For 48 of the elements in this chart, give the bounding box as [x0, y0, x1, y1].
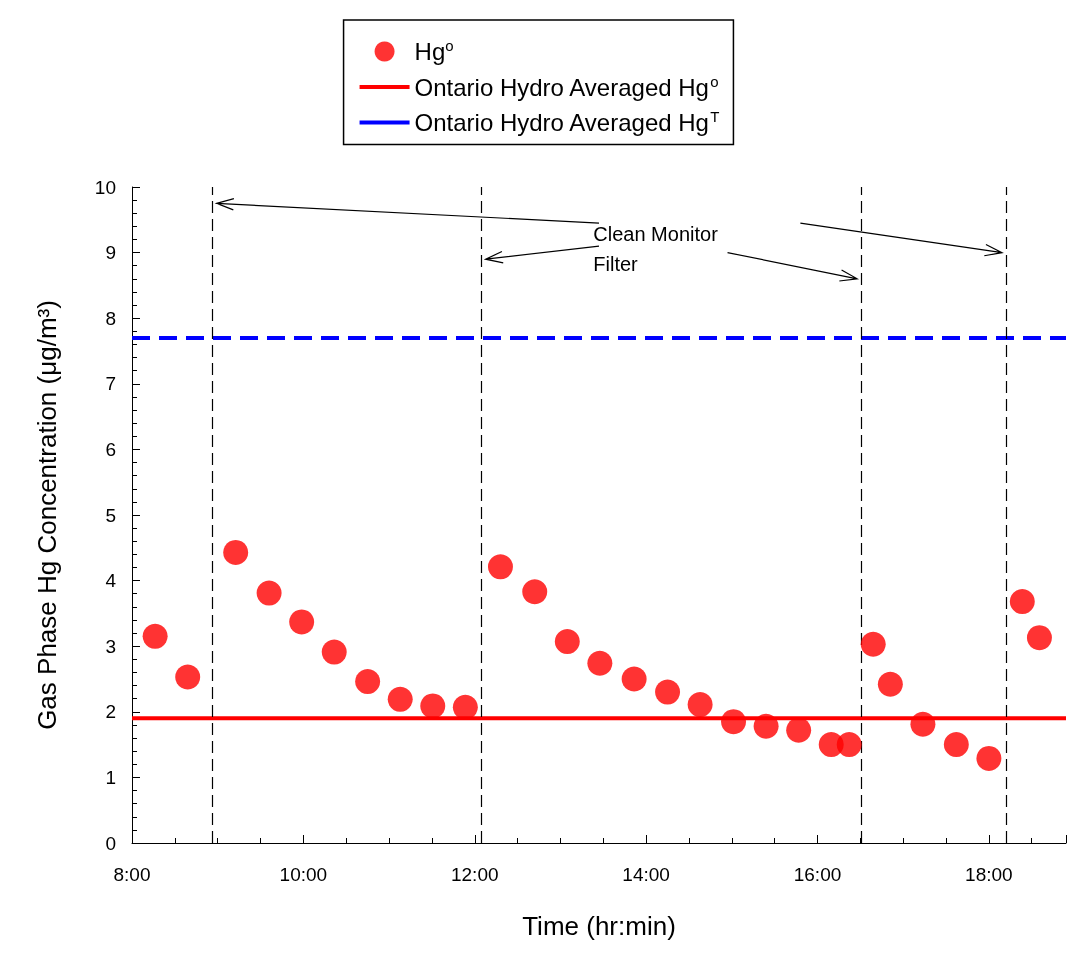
- point: [355, 669, 381, 695]
- y-tick-label: 3: [105, 635, 116, 657]
- point: [721, 709, 747, 735]
- point: [621, 666, 647, 692]
- y-tick-label: 0: [105, 832, 116, 854]
- point: [836, 732, 862, 758]
- point: [175, 664, 201, 690]
- point: [587, 650, 613, 676]
- point: [786, 717, 812, 743]
- y-tick-label: 1: [105, 766, 116, 788]
- point: [687, 692, 713, 718]
- point: [554, 629, 580, 655]
- annotation: Clean Monitor Filter: [593, 222, 719, 275]
- point: [753, 713, 779, 739]
- point: [387, 686, 413, 712]
- point: [910, 711, 936, 737]
- point: [877, 671, 903, 697]
- x-tick-label: 12:00: [450, 864, 499, 885]
- y-tick-label: 5: [105, 504, 116, 526]
- point: [1009, 589, 1035, 615]
- y-tick-label: 4: [105, 570, 117, 592]
- x-tick-label: 10:00: [279, 864, 328, 885]
- y-tick-label: 7: [105, 373, 116, 395]
- point: [655, 679, 681, 705]
- point: [223, 539, 249, 565]
- x-tick-label: 16:00: [793, 864, 842, 885]
- x-tick-label: 8:00: [113, 864, 151, 885]
- point: [452, 694, 478, 720]
- point: [976, 745, 1002, 771]
- point: [860, 631, 886, 657]
- point: [289, 609, 315, 635]
- y-tick-label: 2: [105, 701, 116, 723]
- point: [256, 580, 282, 606]
- y-tick-label: 8: [105, 307, 116, 329]
- point: [142, 623, 168, 649]
- y-tick-label: 9: [105, 242, 116, 264]
- x-tick-label: 14:00: [622, 864, 670, 885]
- x-tick-label: 18:00: [965, 864, 1013, 885]
- point: [522, 579, 548, 605]
- point: [321, 639, 347, 665]
- x-axis-title: Time (hr:min): [522, 911, 676, 941]
- y-tick-label: 10: [94, 176, 116, 198]
- y-axis-title: Gas Phase Hg Concentration (μg/m³): [32, 300, 62, 730]
- point: [1026, 625, 1052, 651]
- point: [420, 693, 446, 719]
- y-tick-label: 6: [105, 438, 116, 460]
- point: [943, 732, 969, 758]
- point: [487, 554, 513, 580]
